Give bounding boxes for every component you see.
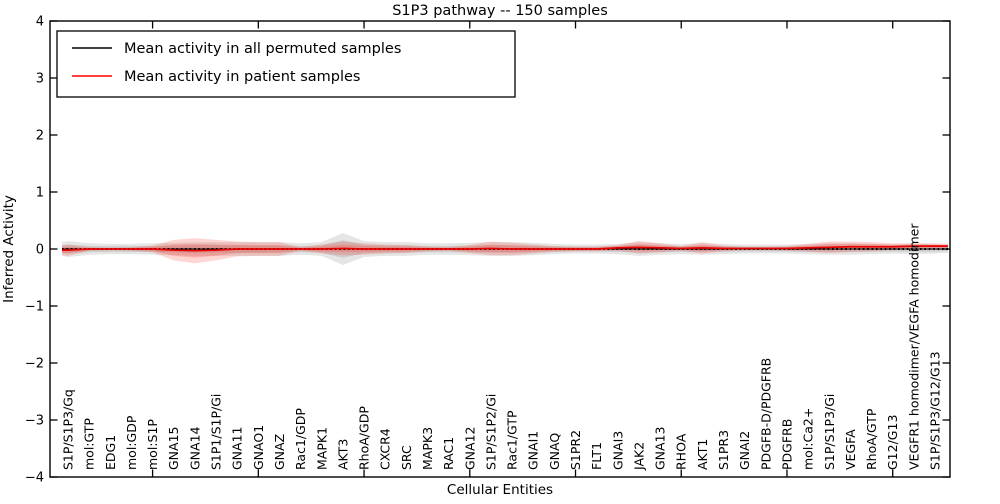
y-axis-label: Inferred Activity bbox=[1, 195, 17, 303]
x-tick-label-entity: GNAI3 bbox=[610, 431, 625, 470]
x-tick-label-entity: mol:GDP bbox=[124, 415, 139, 470]
x-tick-label-entity: AKT1 bbox=[695, 439, 710, 470]
x-axis-label: Cellular Entities bbox=[447, 482, 553, 498]
legend-label-permuted: Mean activity in all permuted samples bbox=[124, 41, 401, 57]
x-tick-labels-layer: S1P/S1P3/Gq mol:GTP EDG1 mol:GDP mol:S1P GNA1… bbox=[61, 223, 943, 471]
legend-box bbox=[56, 30, 516, 98]
patient-samples-spread-inner bbox=[62, 243, 948, 258]
chart-title: S1P3 pathway -- 150 samples bbox=[392, 3, 608, 19]
x-tick-label-entity: AKT3 bbox=[335, 439, 350, 470]
x-tick-label-entity: mol:GTP bbox=[82, 418, 97, 470]
x-tick-label-entity: GNAQ bbox=[547, 433, 562, 470]
x-tick-label-entity: GNA15 bbox=[166, 427, 181, 471]
y-tick-label: 3 bbox=[36, 72, 44, 87]
y-tick-label: −4 bbox=[25, 471, 44, 486]
y-tick-label: 1 bbox=[36, 186, 44, 201]
x-tick-label-entity: VEGFR1 homodimer/VEGFA homodimer bbox=[906, 223, 921, 470]
x-tick-label-entity: MAPK3 bbox=[420, 427, 435, 470]
x-tick-label-entity: JAK2 bbox=[631, 442, 646, 471]
x-tick-label-entity: GNAO1 bbox=[251, 425, 266, 470]
x-tick-label-entity: S1P/S1P3/G12/G13 bbox=[928, 351, 943, 470]
legend-label-patient: Mean activity in patient samples bbox=[124, 69, 360, 85]
y-tick-label: −1 bbox=[25, 300, 44, 315]
mean-lines-layer bbox=[62, 245, 948, 252]
x-tick-label-entity: RAC1 bbox=[441, 437, 456, 470]
y-tick-label: 4 bbox=[36, 15, 44, 30]
y-ticks-layer: 4 3 2 1 0 −1 −2 −3 −4 bbox=[25, 15, 950, 486]
y-tick-label: 2 bbox=[36, 129, 44, 144]
patient-mean-line bbox=[62, 245, 948, 252]
x-tick-label-entity: S1P/S1P3/Gq bbox=[61, 389, 76, 470]
x-tick-label-entity: VEGFA bbox=[843, 429, 858, 470]
x-tick-label-entity: PDGFRB bbox=[779, 419, 794, 470]
x-tick-label-entity: GNA12 bbox=[462, 427, 477, 471]
x-ticks-layer bbox=[151, 21, 894, 477]
x-tick-label-entity: S1PR2 bbox=[568, 430, 583, 470]
y-tick-label: −3 bbox=[25, 414, 44, 429]
x-tick-label-entity: S1PR3 bbox=[716, 430, 731, 470]
x-tick-label-entity: Rac1/GTP bbox=[505, 410, 520, 470]
x-tick-label-entity: PDGFB-D/PDGFRB bbox=[758, 358, 773, 470]
x-tick-label-entity: RhoA/GDP bbox=[357, 406, 372, 470]
x-tick-label-entity: FLT1 bbox=[589, 442, 604, 470]
y-tick-label: −2 bbox=[25, 357, 44, 372]
x-tick-label-entity: GNA11 bbox=[230, 427, 245, 471]
x-tick-label-entity: GNAZ bbox=[272, 434, 287, 470]
x-tick-label-entity: GNAI1 bbox=[526, 431, 541, 470]
x-tick-label-entity: SRC bbox=[399, 445, 414, 470]
x-tick-label-entity: MAPK1 bbox=[314, 427, 329, 470]
x-tick-label-entity: GNA13 bbox=[653, 427, 668, 471]
x-tick-label-entity: GNAI2 bbox=[737, 431, 752, 470]
x-tick-label-entity: S1P/S1P2/Gi bbox=[483, 394, 498, 470]
patient-samples-spread-outer bbox=[62, 238, 948, 264]
y-tick-label: 0 bbox=[36, 243, 44, 258]
x-tick-label-entity: S1P/S1P3/Gi bbox=[822, 394, 837, 470]
x-tick-label-entity: RHOA bbox=[674, 433, 689, 470]
x-tick-label-entity: RhoA/GTP bbox=[864, 408, 879, 470]
x-tick-label-entity: EDG1 bbox=[103, 435, 118, 470]
x-tick-label-entity: CXCR4 bbox=[378, 428, 393, 470]
x-tick-label-entity: mol:Ca2+ bbox=[801, 408, 816, 470]
legend: Mean activity in all permuted samples Me… bbox=[56, 30, 516, 98]
x-tick-label-entity: Rac1/GDP bbox=[293, 408, 308, 470]
x-tick-label-entity: GNA14 bbox=[187, 426, 202, 470]
x-tick-label-entity: G12/G13 bbox=[885, 415, 900, 470]
x-tick-label-entity: S1P1/S1P/Gi bbox=[209, 394, 224, 470]
plot-border bbox=[49, 20, 951, 478]
x-tick-label-entity: mol:S1P bbox=[145, 419, 160, 470]
